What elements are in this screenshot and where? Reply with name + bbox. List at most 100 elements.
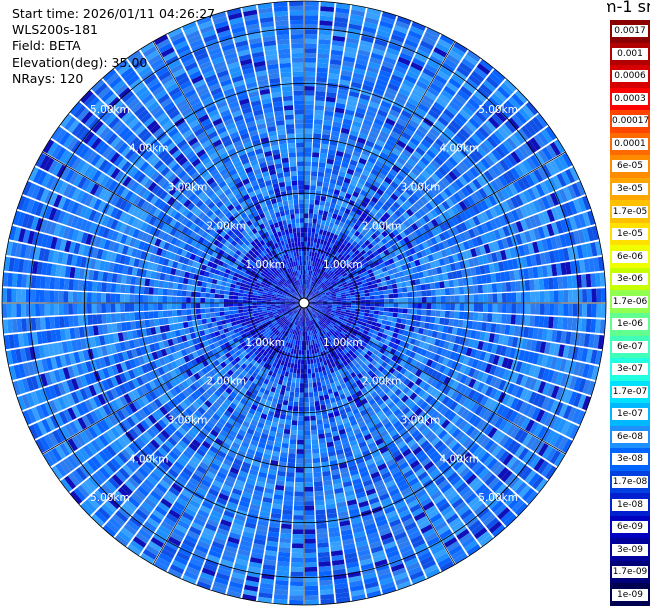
range-bin [291, 377, 296, 383]
range-bin [434, 206, 443, 216]
range-bin [351, 240, 358, 247]
range-bin [336, 299, 342, 302]
range-bin [304, 10, 319, 16]
range-bin [459, 232, 467, 242]
range-bin [397, 287, 403, 293]
range-bin [328, 73, 340, 80]
range-bin [473, 66, 488, 79]
range-bin [412, 297, 418, 303]
range-bin [344, 208, 351, 215]
range-bin [357, 102, 368, 110]
range-bin [398, 303, 404, 308]
range-bin [427, 254, 435, 262]
range-bin [472, 148, 484, 160]
range-bin [317, 366, 323, 373]
range-bin [535, 113, 548, 128]
range-bin [545, 194, 555, 208]
range-bin [306, 279, 308, 285]
range-bin [418, 217, 427, 226]
range-bin [515, 314, 521, 326]
range-bin [365, 277, 372, 283]
range-bin [379, 299, 385, 303]
range-bin [411, 180, 421, 190]
range-bin [294, 387, 300, 393]
range-bin [291, 557, 304, 563]
range-bin [304, 500, 314, 506]
range-bin [329, 259, 335, 265]
range-bin [379, 168, 389, 177]
range-bin [501, 238, 509, 249]
range-bin [331, 169, 339, 176]
range-bin [345, 242, 352, 248]
range-bin [413, 245, 421, 253]
range-bin [497, 239, 505, 250]
range-bin [304, 104, 314, 110]
range-bin [432, 196, 442, 206]
range-bin [569, 166, 580, 182]
range-bin [499, 159, 510, 172]
range-bin [300, 335, 303, 341]
range-bin [327, 187, 335, 194]
range-bin [287, 457, 296, 464]
range-bin [319, 157, 327, 164]
range-bin [510, 151, 522, 164]
range-bin [305, 279, 307, 285]
range-bin [411, 285, 417, 292]
range-bin [304, 236, 308, 242]
range-bin [378, 207, 386, 216]
range-bin [308, 344, 312, 350]
range-bin [477, 312, 484, 322]
range-bin [553, 303, 559, 316]
range-bin [425, 316, 431, 323]
range-bin [444, 174, 454, 184]
range-bin [305, 293, 307, 299]
range-bin [557, 155, 569, 170]
range-bin [462, 105, 474, 117]
range-bin [353, 213, 361, 220]
range-bin [510, 314, 517, 325]
range-bin [314, 204, 320, 210]
range-bin [435, 310, 441, 317]
range-bin [328, 144, 337, 151]
range-bin [326, 292, 331, 296]
range-bin [304, 581, 318, 587]
range-bin [304, 142, 312, 148]
range-bin [339, 287, 345, 292]
range-bin [358, 205, 366, 212]
range-bin [389, 78, 402, 88]
range-bin [304, 180, 311, 186]
range-bin [539, 181, 550, 195]
range-bin [376, 78, 388, 87]
range-bin [354, 237, 361, 244]
range-bin [324, 235, 330, 242]
range-bin [414, 259, 421, 267]
range-bin [346, 32, 361, 40]
range-bin [510, 167, 521, 180]
range-bin [387, 216, 395, 224]
range-bin [304, 194, 310, 200]
range-bin [360, 249, 367, 256]
range-bin [350, 277, 356, 282]
range-bin [378, 25, 393, 34]
range-bin [390, 193, 399, 202]
range-bin [349, 258, 356, 265]
range-bin [385, 117, 396, 127]
range-bin [373, 143, 383, 152]
range-bin [370, 96, 382, 105]
range-bin [329, 264, 334, 270]
range-bin [307, 279, 309, 285]
range-bin [389, 168, 398, 177]
range-bin [304, 15, 319, 21]
range-bin [335, 264, 341, 270]
range-bin [360, 189, 368, 197]
range-bin [281, 404, 288, 411]
range-bin [408, 30, 423, 40]
range-bin [299, 340, 302, 346]
range-bin [304, 38, 317, 44]
range-bin [305, 331, 308, 336]
range-bin [326, 268, 331, 274]
range-bin [429, 127, 441, 138]
range-bin [411, 253, 419, 261]
range-bin [322, 181, 330, 188]
range-bin [343, 113, 354, 121]
